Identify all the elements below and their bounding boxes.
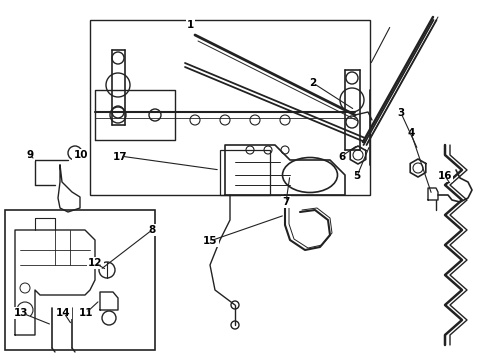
Text: 15: 15 [203, 236, 217, 246]
Text: 14: 14 [56, 308, 71, 318]
Text: 1: 1 [187, 20, 194, 30]
Text: 17: 17 [112, 152, 127, 162]
Text: 10: 10 [73, 150, 88, 160]
Bar [90, 20, 369, 195]
Text: 5: 5 [353, 171, 360, 181]
Text: 9: 9 [27, 150, 34, 160]
Text: 13: 13 [14, 308, 29, 318]
Text: 16: 16 [437, 171, 451, 181]
Text: 8: 8 [148, 225, 155, 235]
Bar [220, 150, 269, 195]
Text: 3: 3 [397, 108, 404, 118]
Text: 11: 11 [78, 308, 93, 318]
Text: 7: 7 [282, 197, 289, 207]
Bar [5, 210, 155, 350]
Text: 12: 12 [88, 258, 102, 268]
Text: 2: 2 [309, 78, 316, 88]
Text: 4: 4 [406, 128, 414, 138]
Text: 6: 6 [338, 152, 345, 162]
